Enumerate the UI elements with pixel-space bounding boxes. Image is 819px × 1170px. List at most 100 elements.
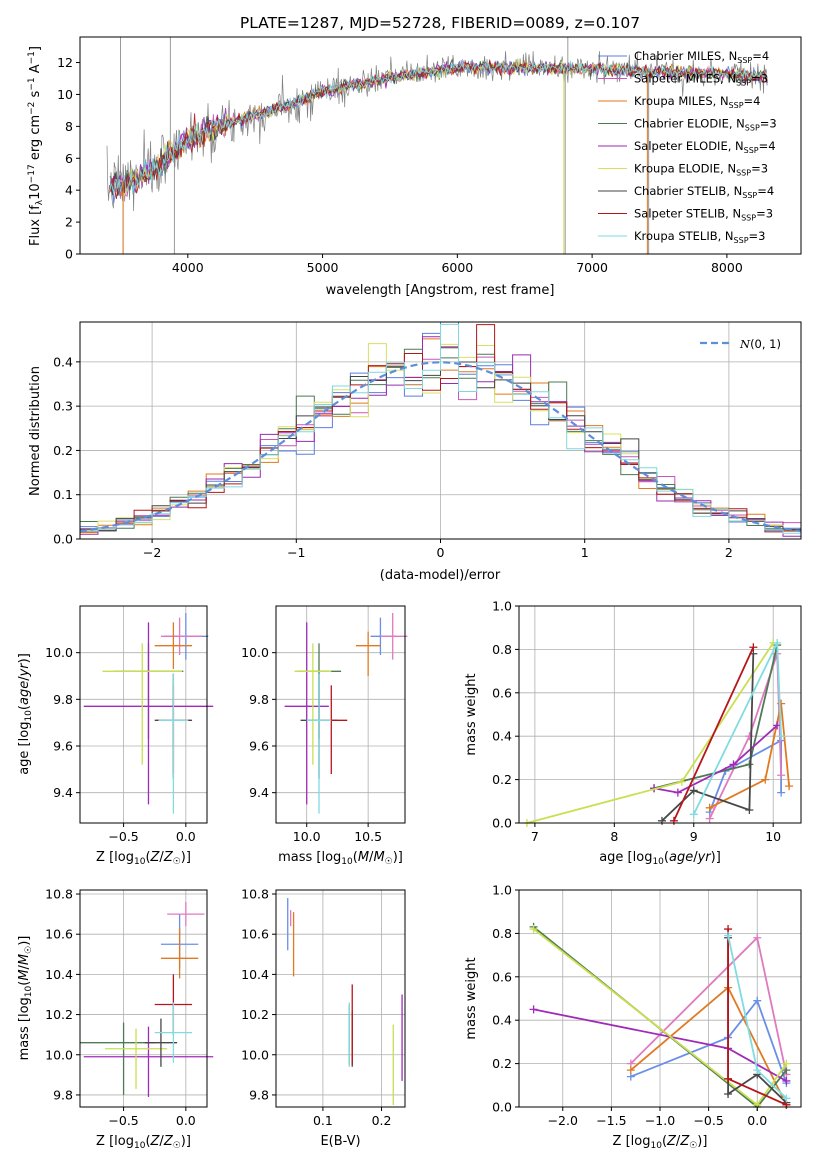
y-tick-label: 10.8 bbox=[241, 887, 269, 902]
x-tick-label: −1 bbox=[287, 545, 305, 560]
weight-marker bbox=[753, 1066, 762, 1075]
x-tick-label: 0.0 bbox=[176, 829, 196, 844]
y-axis-label: age [log10(age/yr)] bbox=[17, 653, 34, 775]
weight-line bbox=[709, 703, 790, 809]
y-tick-label: 12 bbox=[57, 55, 73, 70]
weight-marker bbox=[626, 1066, 635, 1075]
y-axis-label: Flux [fλ10−17 erg cm−2 s−1 A−1] bbox=[27, 46, 45, 246]
weight-marker bbox=[673, 788, 682, 797]
y-tick-label: 9.8 bbox=[249, 692, 269, 707]
weight-marker bbox=[724, 1089, 733, 1098]
x-tick-label: 0.2 bbox=[372, 1113, 392, 1128]
weight-marker bbox=[785, 782, 794, 791]
age-vs-mass-panel bbox=[276, 606, 408, 823]
x-tick-label: 2 bbox=[725, 545, 733, 560]
x-axis-label: Z [log10(Z/Z☉)] bbox=[96, 1134, 191, 1151]
y-axis-label: mass [log10(M/M☉)] bbox=[17, 936, 34, 1061]
weight-marker bbox=[777, 771, 786, 780]
y-tick-label: 0 bbox=[65, 247, 73, 262]
weight-line bbox=[653, 644, 779, 790]
weight-marker bbox=[729, 760, 738, 769]
histogram-step bbox=[80, 324, 801, 533]
weight-line bbox=[653, 724, 778, 794]
y-tick-label: 10.0 bbox=[45, 645, 73, 660]
y-tick-label: 9.4 bbox=[53, 785, 73, 800]
residuals-panel bbox=[80, 322, 801, 540]
y-tick-label: 9.4 bbox=[249, 785, 269, 800]
weight-marker bbox=[782, 1094, 791, 1103]
mass-vs-ebv-frame bbox=[275, 889, 406, 1108]
x-tick-label: 0 bbox=[437, 545, 445, 560]
weight-line bbox=[526, 642, 774, 824]
y-tick-label: 10.0 bbox=[241, 1047, 269, 1062]
weight-marker bbox=[724, 1074, 733, 1083]
y-tick-label: 0.2 bbox=[492, 1056, 512, 1071]
y-tick-label: 10.0 bbox=[241, 645, 269, 660]
normal-curve bbox=[80, 361, 801, 533]
x-tick-label: −2.0 bbox=[548, 1113, 578, 1128]
y-tick-label: 0.4 bbox=[53, 354, 73, 369]
x-tick-label: 7000 bbox=[576, 260, 608, 275]
x-tick-label: 1 bbox=[581, 545, 589, 560]
x-tick-label: 4000 bbox=[172, 260, 204, 275]
model-spectrum-line bbox=[109, 59, 768, 195]
x-tick-label: 0.1 bbox=[313, 1113, 333, 1128]
histogram-group bbox=[80, 322, 801, 537]
x-axis-label: Z [log10(Z/Z☉)] bbox=[96, 850, 191, 867]
legend-label: Kroupa STELIB, NSSP=3 bbox=[634, 229, 765, 245]
weight-marker bbox=[689, 786, 698, 795]
y-tick-label: 0.4 bbox=[492, 729, 512, 744]
y-tick-label: 6 bbox=[65, 151, 73, 166]
weight-marker bbox=[777, 699, 786, 708]
x-tick-label: −1.5 bbox=[596, 1113, 626, 1128]
y-tick-label: 10.2 bbox=[45, 1007, 73, 1022]
x-tick-label: 8000 bbox=[711, 260, 743, 275]
age-vs-z-panel bbox=[80, 606, 214, 823]
age-vs-mass-frame bbox=[275, 605, 406, 824]
mass-vs-z-panel bbox=[80, 890, 214, 1107]
weight-line bbox=[673, 646, 755, 822]
y-tick-label: 0.0 bbox=[53, 532, 73, 547]
legend-label: Salpeter ELODIE, NSSP=4 bbox=[634, 139, 776, 155]
x-tick-label: 6000 bbox=[441, 260, 473, 275]
y-tick-label: 10.8 bbox=[45, 887, 73, 902]
mass-vs-ebv-panel bbox=[276, 890, 405, 1107]
weight-marker bbox=[669, 816, 678, 825]
x-tick-label: 10.0 bbox=[293, 829, 321, 844]
y-tick-label: 10.6 bbox=[241, 927, 269, 942]
x-tick-label: 8 bbox=[610, 829, 618, 844]
weight-marker bbox=[705, 814, 714, 823]
y-tick-label: 10.4 bbox=[45, 967, 73, 982]
y-axis-label: Normed distribution bbox=[28, 366, 43, 496]
y-tick-label: 10.6 bbox=[45, 927, 73, 942]
weight-marker bbox=[777, 732, 786, 741]
spectrum-frame bbox=[79, 36, 802, 255]
weight-marker bbox=[677, 777, 686, 786]
y-axis-label: mass weight bbox=[464, 673, 479, 755]
x-tick-label: 0.0 bbox=[176, 1113, 196, 1128]
spectrum-panel bbox=[106, 37, 768, 254]
y-tick-label: 10.4 bbox=[241, 967, 269, 982]
x-tick-label: 10.5 bbox=[354, 829, 382, 844]
age-vs-z-frame bbox=[79, 605, 208, 824]
weight-marker bbox=[773, 638, 782, 647]
y-tick-label: 0.2 bbox=[53, 443, 73, 458]
y-tick-label: 0.3 bbox=[53, 399, 73, 414]
weight-vs-age-panel bbox=[519, 605, 801, 827]
y-tick-label: 0.4 bbox=[492, 1013, 512, 1028]
weight-marker bbox=[753, 996, 762, 1005]
legend-label: N(0, 1) bbox=[739, 337, 781, 351]
x-tick-label: −0.5 bbox=[108, 1113, 138, 1128]
x-axis-label: (data-model)/error bbox=[380, 568, 501, 583]
y-tick-label: 9.8 bbox=[249, 1087, 269, 1102]
y-tick-label: 0.8 bbox=[492, 642, 512, 657]
legend-label: Salpeter MILES, NSSP=3 bbox=[634, 72, 768, 88]
y-tick-label: 9.8 bbox=[53, 1087, 73, 1102]
chart-title: PLATE=1287, MJD=52728, FIBERID=0089, z=0… bbox=[240, 14, 640, 32]
weight-vs-age-frame bbox=[518, 605, 802, 824]
weight-line bbox=[630, 998, 788, 1084]
y-tick-label: 1.0 bbox=[492, 883, 512, 898]
weight-marker bbox=[529, 1005, 538, 1014]
y-axis-label: mass weight bbox=[464, 957, 479, 1039]
